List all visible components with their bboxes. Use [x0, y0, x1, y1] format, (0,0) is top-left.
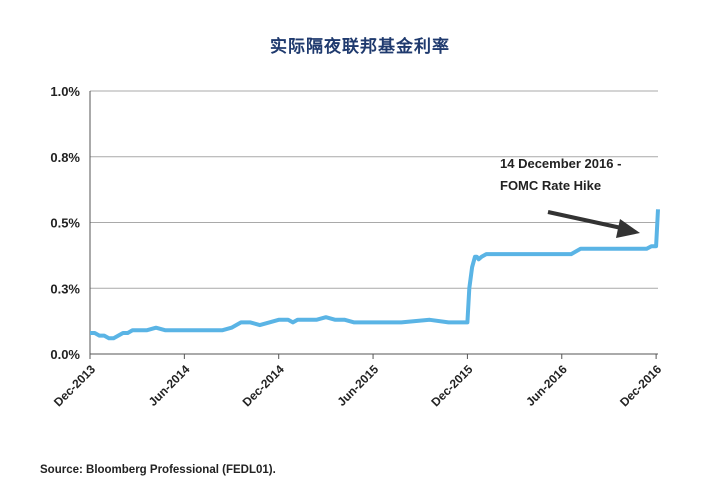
x-tick-label: Jun-2016	[523, 362, 570, 409]
y-tick-labels: 0.0% 0.3% 0.5% 0.8% 1.0%	[50, 84, 80, 362]
annotation-arrow	[547, 210, 627, 231]
annotation-arrowhead	[616, 219, 640, 238]
series-line	[90, 209, 660, 341]
y-tick-label: 1.0%	[50, 84, 80, 99]
y-tick-label: 0.0%	[50, 347, 80, 362]
gridlines	[90, 90, 658, 355]
y-tick-label: 0.8%	[50, 150, 80, 165]
x-tick-label: Dec-2014	[240, 362, 287, 409]
x-tick-label: Jun-2015	[334, 362, 381, 409]
x-tick-label: Dec-2013	[51, 362, 98, 409]
x-tick-label: Jun-2014	[146, 362, 193, 409]
chart-title: 实际隔夜联邦基金利率	[270, 37, 450, 57]
x-tick-labels: Dec-2013 Jun-2014 Dec-2014 Jun-2015 Dec-2015…	[51, 362, 665, 409]
axes	[89, 91, 658, 359]
annotation-line-1: 14 December 2016 -	[500, 156, 621, 171]
annotation-line-2: FOMC Rate Hike	[500, 178, 601, 193]
x-tick-label: Dec-2016	[617, 362, 664, 409]
annotation: 14 December 2016 - FOMC Rate Hike	[500, 156, 640, 238]
x-tick-label: Dec-2015	[428, 362, 475, 409]
y-tick-label: 0.3%	[50, 281, 80, 296]
y-tick-label: 0.5%	[50, 216, 80, 231]
series	[90, 209, 660, 341]
source-note: Source: Bloomberg Professional (FEDL01).	[40, 464, 276, 476]
